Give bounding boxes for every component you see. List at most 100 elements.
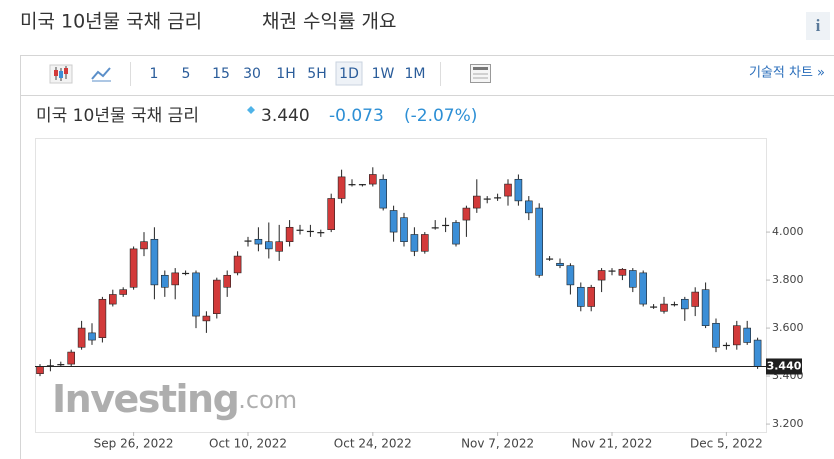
- page-title: 미국 10년물 국채 금리: [20, 11, 202, 33]
- candle-body: [472, 195, 481, 209]
- x-tick-label: Nov 21, 2022: [572, 437, 653, 451]
- candle-body: [494, 197, 502, 199]
- candle-body: [576, 286, 585, 307]
- change: -0.073: [329, 106, 384, 126]
- candle-body: [546, 258, 554, 260]
- candle-body: [420, 234, 429, 252]
- candle-body: [483, 198, 491, 200]
- candle-body: [400, 217, 408, 242]
- interval-button[interactable]: 15: [212, 66, 230, 82]
- candle-body: [306, 230, 314, 233]
- x-tick-label: Oct 10, 2022: [209, 437, 287, 451]
- candle-body: [36, 366, 44, 374]
- candle-body: [192, 272, 200, 317]
- candle-body: [597, 270, 606, 281]
- candle-body: [119, 289, 127, 295]
- x-tick-label: Dec 5, 2022: [690, 437, 763, 451]
- candle-body: [753, 339, 762, 367]
- candle-body: [442, 224, 450, 227]
- watermark: Investing.com: [52, 377, 297, 421]
- x-tick-label: Oct 24, 2022: [334, 437, 412, 451]
- line-icon[interactable]: [91, 67, 111, 80]
- interval-button[interactable]: 5H: [307, 66, 326, 82]
- x-tick-label: Nov 7, 2022: [461, 437, 534, 451]
- candle-body: [202, 315, 211, 322]
- candle-body: [660, 303, 668, 312]
- candle-body: [410, 234, 419, 252]
- candle-body: [639, 272, 648, 305]
- watermark-suffix: .com: [238, 386, 297, 414]
- candle-body: [556, 262, 564, 266]
- candle-body: [317, 232, 325, 234]
- technical-chart-link[interactable]: 기술적 차트 »: [749, 66, 825, 81]
- last-price-tag-label: 3.440: [767, 359, 802, 372]
- interval-button[interactable]: 1: [150, 66, 159, 82]
- y-tick-label: 3.800: [772, 273, 804, 286]
- last-price-tag: [766, 358, 802, 375]
- candle-body: [348, 184, 356, 186]
- candle-body: [732, 325, 741, 346]
- candle-body: [150, 238, 159, 286]
- candle-body: [628, 270, 637, 288]
- x-tick-label: Sep 26, 2022: [94, 437, 174, 451]
- candle-body: [254, 238, 263, 245]
- candle-body: [535, 207, 544, 276]
- chart-title: 미국 10년물 국채 금리: [36, 106, 199, 126]
- candle-body: [109, 294, 117, 305]
- candle-body: [77, 327, 86, 348]
- candle-body: [327, 198, 336, 230]
- candle-body: [140, 241, 148, 250]
- candle-body: [171, 272, 179, 286]
- candle-body: [431, 227, 439, 229]
- info-icon[interactable]: i: [816, 16, 821, 35]
- candle-body: [161, 274, 169, 288]
- candle-body: [358, 184, 366, 186]
- marker-icon: [247, 106, 255, 114]
- candle-body: [233, 255, 242, 274]
- plot-border: [35, 138, 767, 433]
- candle-body: [680, 298, 689, 310]
- candle-body: [57, 364, 65, 366]
- interval-button[interactable]: 1H: [276, 66, 295, 82]
- candle-body: [244, 240, 252, 242]
- candle-body: [514, 178, 523, 202]
- candle-body: [213, 279, 221, 314]
- candle-body: [223, 274, 231, 288]
- interval-button[interactable]: 30: [243, 66, 261, 82]
- candle-body: [46, 365, 54, 367]
- candle-body: [524, 200, 533, 214]
- interval-button[interactable]: 1W: [372, 66, 395, 82]
- candle-body: [275, 241, 284, 252]
- candle-icon[interactable]: [49, 64, 73, 84]
- candle-body: [129, 248, 138, 288]
- info-button[interactable]: [806, 12, 830, 40]
- y-tick-label: 4.000: [772, 225, 804, 238]
- candle-body: [722, 344, 730, 347]
- candle-body: [296, 229, 304, 231]
- candle-body: [182, 272, 190, 275]
- last-price: 3.440: [261, 106, 310, 126]
- watermark-brand: Investing: [52, 377, 238, 421]
- calendar-icon[interactable]: [470, 64, 491, 83]
- change-pct: (-2.07%): [404, 106, 477, 126]
- y-tick-label: 3.600: [772, 321, 804, 334]
- candle-body: [701, 289, 710, 326]
- candle-body: [379, 178, 388, 209]
- interval-button[interactable]: 1D: [339, 66, 359, 82]
- interval-button[interactable]: 1M: [405, 66, 426, 82]
- candle-body: [608, 270, 616, 272]
- candle-body: [650, 306, 658, 308]
- candle-body: [368, 174, 377, 185]
- candle-body: [587, 286, 596, 307]
- page-subtitle: 채권 수익률 개요: [262, 11, 396, 33]
- interval-active: [335, 61, 363, 86]
- candle-body: [389, 210, 398, 233]
- candle-body: [264, 241, 273, 250]
- candle-body: [98, 298, 107, 338]
- candle-body: [670, 304, 678, 306]
- candle-body: [462, 207, 471, 221]
- candle-body: [504, 183, 512, 197]
- interval-button[interactable]: 5: [182, 66, 191, 82]
